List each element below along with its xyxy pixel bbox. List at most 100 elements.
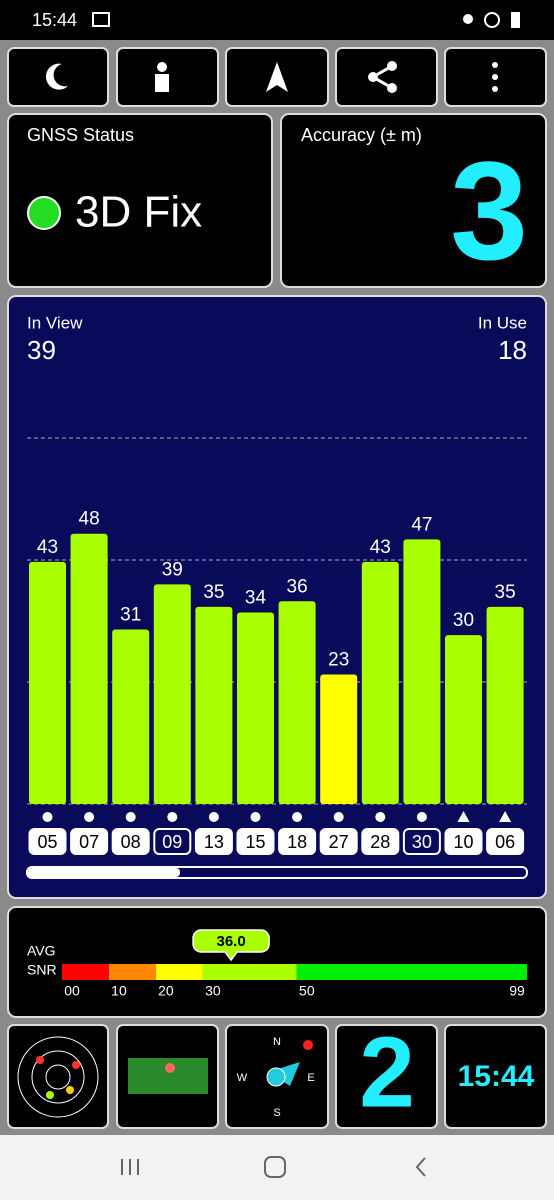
sky-map-tile[interactable] xyxy=(7,1024,109,1129)
marker xyxy=(167,812,178,822)
scale-segment xyxy=(296,964,527,980)
toolbar xyxy=(7,47,547,107)
prn-label: 06 xyxy=(495,832,515,852)
prn-box xyxy=(70,828,109,855)
prn-box xyxy=(153,828,192,855)
marker xyxy=(292,812,303,822)
night-button[interactable] xyxy=(7,47,109,107)
prn-box xyxy=(278,828,317,855)
snr-label: 43 xyxy=(37,537,58,558)
scale-segment xyxy=(62,964,109,980)
gallery-icon xyxy=(92,12,110,27)
snr-bar xyxy=(486,606,524,804)
in-view-label: In View xyxy=(27,313,83,332)
snr-label: 35 xyxy=(203,582,224,603)
accuracy-tile xyxy=(280,113,547,288)
snr-label: 30 xyxy=(453,610,474,631)
prn-label: 28 xyxy=(370,832,390,852)
snr-bar xyxy=(361,561,399,804)
avg-label: AVG xyxy=(27,943,56,959)
scale-tick-label: 00 xyxy=(64,983,80,999)
prn-box xyxy=(486,828,525,855)
grid xyxy=(27,437,527,805)
accuracy-title: Accuracy (± m) xyxy=(301,125,422,145)
scale-segment xyxy=(108,964,156,980)
share-button[interactable] xyxy=(335,47,438,107)
snr-bar xyxy=(70,533,108,804)
prn-label: 08 xyxy=(121,832,141,852)
nav-bar xyxy=(0,1135,554,1200)
marker xyxy=(125,812,136,822)
snr-label: 34 xyxy=(245,588,267,609)
prn-label: 05 xyxy=(37,832,57,852)
marker xyxy=(42,812,53,822)
nav-buttons[interactable] xyxy=(121,1156,426,1178)
in-use-label: In Use xyxy=(478,313,527,332)
snr-bar xyxy=(112,629,150,804)
scale-segment xyxy=(155,964,203,980)
snr-label: 47 xyxy=(411,514,432,535)
prn-box xyxy=(28,828,67,855)
snr-label: 43 xyxy=(370,537,391,558)
prn-box xyxy=(236,828,275,855)
prn-box xyxy=(319,828,358,855)
gnss-title: GNSS Status xyxy=(27,125,134,145)
snr-bar xyxy=(153,584,191,804)
bottom-tiles: 2 15:44 N E S W xyxy=(7,1016,547,1129)
marker xyxy=(416,812,427,822)
snr-label: 39 xyxy=(162,559,183,580)
clock: 15:44 xyxy=(458,1060,535,1093)
marker xyxy=(333,812,344,822)
used-tile[interactable] xyxy=(335,1024,438,1129)
marker xyxy=(375,812,386,822)
marker xyxy=(208,812,219,822)
snr-label: 36 xyxy=(287,576,308,597)
snr-tile xyxy=(7,906,547,1018)
scale-tick-label: 50 xyxy=(299,983,315,999)
snr-bar xyxy=(29,561,66,804)
snr-label: 48 xyxy=(79,509,100,530)
compass-s: S xyxy=(273,1107,280,1119)
prn-label: 27 xyxy=(329,832,349,852)
gnss-value: 3D Fix xyxy=(75,188,202,237)
marker xyxy=(84,812,95,822)
marker xyxy=(457,811,470,822)
prn-box xyxy=(194,828,233,855)
status-icons xyxy=(463,12,520,28)
prn-label: 09 xyxy=(162,832,182,852)
in-use-value: 18 xyxy=(498,335,527,365)
marker xyxy=(499,811,512,822)
prn-label: 30 xyxy=(412,832,432,852)
clock-tile[interactable] xyxy=(444,1024,547,1129)
snr-label: 23 xyxy=(328,650,349,671)
fix-indicator xyxy=(27,196,61,230)
scroll-thumb[interactable] xyxy=(28,868,180,877)
snr-bar xyxy=(278,601,316,804)
prn-box xyxy=(444,828,483,855)
avg-value: 36.0 xyxy=(216,933,245,950)
used-count: 2 xyxy=(359,1016,415,1128)
snr-bar xyxy=(195,606,233,804)
prn-label: 18 xyxy=(287,832,307,852)
prn-box xyxy=(361,828,400,855)
scale-tick-label: 10 xyxy=(111,983,127,999)
prn-box xyxy=(402,828,441,855)
snr-bar xyxy=(403,539,441,804)
prn-label: 15 xyxy=(245,832,265,852)
snr-label: 31 xyxy=(120,604,141,625)
prn-label: 07 xyxy=(79,832,99,852)
snr-label: 35 xyxy=(495,582,516,603)
snr-bar xyxy=(320,674,358,804)
snr-bar xyxy=(237,612,274,804)
scale-tick-label: 99 xyxy=(509,983,525,999)
scale-tick-label: 20 xyxy=(158,983,174,999)
marker xyxy=(250,812,261,822)
scale-tick-label: 30 xyxy=(205,983,221,999)
accuracy-value: 3 xyxy=(450,132,528,289)
gnss-tile xyxy=(7,113,273,288)
compass-w: W xyxy=(237,1072,248,1084)
in-view-value: 39 xyxy=(27,335,56,365)
scroll-track xyxy=(26,866,528,879)
